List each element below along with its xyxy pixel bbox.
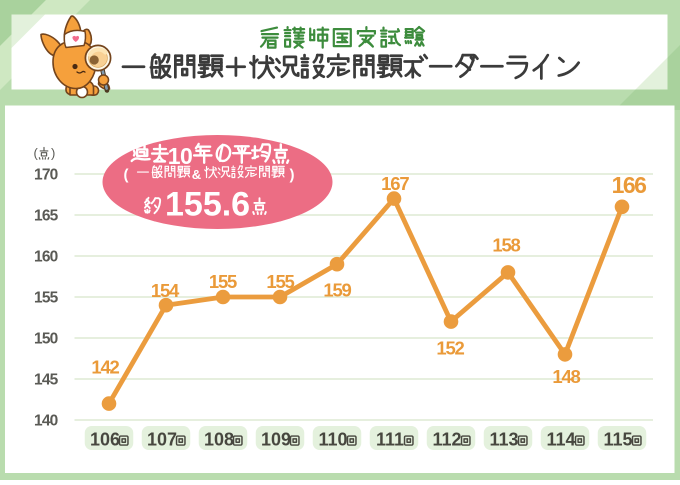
svg-text:(: ( xyxy=(124,167,129,184)
svg-text:&: & xyxy=(192,167,201,182)
svg-text:): ) xyxy=(51,146,55,161)
svg-text:113: 113 xyxy=(489,430,518,450)
svg-text:155: 155 xyxy=(209,271,237,292)
svg-text:): ) xyxy=(290,167,295,184)
svg-text:115: 115 xyxy=(603,430,632,450)
svg-text:(: ( xyxy=(34,146,39,161)
svg-text:158: 158 xyxy=(492,235,520,256)
svg-text:145: 145 xyxy=(34,372,59,389)
svg-text:109: 109 xyxy=(261,430,291,450)
svg-text:154: 154 xyxy=(151,280,180,301)
svg-text:165: 165 xyxy=(34,208,59,225)
svg-text:152: 152 xyxy=(436,338,464,359)
svg-text:112: 112 xyxy=(432,430,461,450)
svg-text:110: 110 xyxy=(318,430,347,450)
svg-text:111: 111 xyxy=(376,430,404,450)
svg-text:155: 155 xyxy=(34,290,59,307)
svg-text:155.6: 155.6 xyxy=(165,186,250,224)
svg-text:10: 10 xyxy=(168,143,193,169)
svg-text:107: 107 xyxy=(147,430,177,450)
svg-text:108: 108 xyxy=(204,430,234,450)
svg-text:150: 150 xyxy=(34,331,58,348)
svg-text:160: 160 xyxy=(34,249,58,266)
svg-text:159: 159 xyxy=(323,280,351,301)
svg-text:142: 142 xyxy=(91,357,119,378)
svg-text:106: 106 xyxy=(90,430,120,450)
svg-text:140: 140 xyxy=(34,413,58,430)
svg-text:155: 155 xyxy=(266,271,294,292)
svg-text:114: 114 xyxy=(546,430,575,450)
svg-text:166: 166 xyxy=(612,172,647,198)
svg-text:170: 170 xyxy=(34,167,58,184)
svg-text:167: 167 xyxy=(381,173,409,194)
svg-text:148: 148 xyxy=(552,366,580,387)
